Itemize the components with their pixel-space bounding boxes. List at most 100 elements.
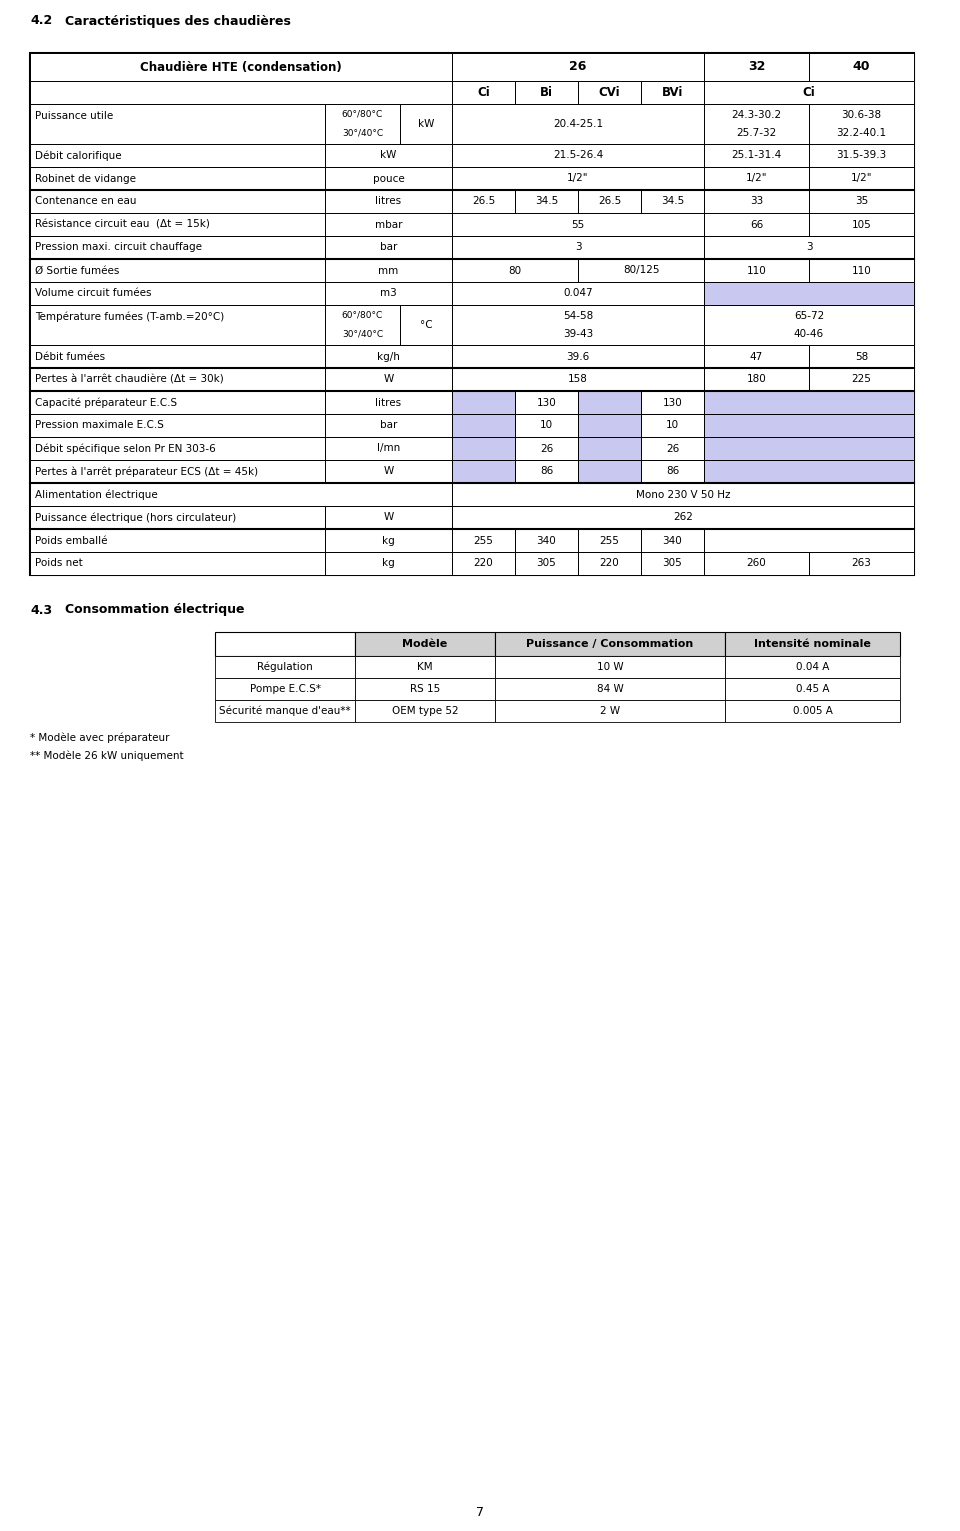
Bar	[578, 190, 641, 213]
Bar	[452, 507, 914, 530]
Bar	[452, 236, 704, 259]
Bar	[495, 678, 725, 700]
Bar	[704, 413, 914, 436]
Text: 26: 26	[666, 444, 679, 453]
Bar	[30, 344, 325, 367]
Bar	[578, 413, 641, 436]
Bar	[325, 344, 452, 367]
Bar	[325, 436, 452, 459]
Text: 65-72: 65-72	[794, 311, 824, 322]
Bar	[452, 459, 515, 482]
Bar	[641, 436, 704, 459]
Bar	[578, 459, 641, 482]
Text: kW: kW	[380, 150, 396, 161]
Bar	[215, 655, 355, 678]
Bar	[452, 144, 704, 167]
Text: 0.45 A: 0.45 A	[796, 684, 829, 694]
Text: BVi: BVi	[661, 86, 684, 100]
Text: 10: 10	[666, 421, 679, 430]
Text: 260: 260	[747, 559, 766, 568]
Text: 47: 47	[750, 352, 763, 361]
Text: litres: litres	[375, 196, 401, 207]
Text: Volume circuit fumées: Volume circuit fumées	[35, 288, 152, 299]
Bar	[704, 344, 809, 367]
Text: kW: kW	[418, 119, 434, 129]
Text: 4.2: 4.2	[30, 14, 52, 28]
Text: 80/125: 80/125	[623, 265, 660, 276]
Bar	[704, 81, 914, 104]
Text: 10: 10	[540, 421, 553, 430]
Text: Pertes à l'arrêt chaudière (Δt = 30k): Pertes à l'arrêt chaudière (Δt = 30k)	[35, 375, 224, 384]
Bar	[495, 655, 725, 678]
Text: W: W	[383, 513, 394, 522]
Text: m3: m3	[380, 288, 396, 299]
Bar	[725, 678, 900, 700]
Bar	[215, 632, 355, 655]
Bar	[704, 190, 809, 213]
Text: KM: KM	[418, 661, 433, 672]
Text: 110: 110	[852, 265, 872, 276]
Text: Poids emballé: Poids emballé	[35, 536, 108, 545]
Text: Puissance / Consommation: Puissance / Consommation	[526, 638, 694, 649]
Bar	[809, 144, 914, 167]
Bar	[641, 553, 704, 576]
Bar	[704, 553, 809, 576]
Text: 32: 32	[748, 61, 765, 73]
Bar	[704, 259, 809, 282]
Bar	[30, 390, 325, 413]
Bar	[809, 344, 914, 367]
Bar	[809, 167, 914, 190]
Bar	[355, 678, 495, 700]
Text: 26: 26	[540, 444, 553, 453]
Bar	[704, 236, 914, 259]
Bar	[30, 413, 325, 436]
Bar	[515, 436, 578, 459]
Text: pouce: pouce	[372, 173, 404, 184]
Text: 220: 220	[600, 559, 619, 568]
Bar	[30, 507, 325, 530]
Text: * Modèle avec préparateur: * Modèle avec préparateur	[30, 733, 170, 743]
Bar	[704, 144, 809, 167]
Bar	[515, 190, 578, 213]
Bar	[325, 530, 452, 553]
Text: Mono 230 V 50 Hz: Mono 230 V 50 Hz	[636, 490, 731, 499]
Text: Ci: Ci	[803, 86, 815, 100]
Text: CVi: CVi	[599, 86, 620, 100]
Bar	[452, 190, 515, 213]
Text: 30.6-38: 30.6-38	[841, 110, 881, 121]
Text: litres: litres	[375, 398, 401, 407]
Text: Ci: Ci	[477, 86, 490, 100]
Text: 39.6: 39.6	[566, 352, 589, 361]
Text: 0.047: 0.047	[564, 288, 593, 299]
Text: 305: 305	[662, 559, 683, 568]
Bar	[515, 459, 578, 482]
Bar	[578, 436, 641, 459]
Text: 110: 110	[747, 265, 766, 276]
Bar	[452, 104, 704, 144]
Text: Pertes à l'arrêt préparateur ECS (Δt = 45k): Pertes à l'arrêt préparateur ECS (Δt = 4…	[35, 467, 258, 476]
Bar	[725, 632, 900, 655]
Text: 263: 263	[852, 559, 872, 568]
Bar	[809, 104, 914, 144]
Text: 86: 86	[666, 467, 679, 476]
Bar	[495, 632, 725, 655]
Text: 54-58: 54-58	[563, 311, 593, 322]
Text: 158: 158	[568, 375, 588, 384]
Bar	[641, 413, 704, 436]
Bar	[30, 236, 325, 259]
Text: 24.3-30.2: 24.3-30.2	[732, 110, 781, 121]
Bar	[30, 54, 452, 81]
Bar	[400, 305, 452, 344]
Text: 340: 340	[662, 536, 683, 545]
Bar	[325, 305, 400, 344]
Bar	[578, 259, 704, 282]
Text: 58: 58	[854, 352, 868, 361]
Bar	[452, 367, 704, 390]
Bar	[30, 553, 325, 576]
Text: Alimentation électrique: Alimentation électrique	[35, 490, 157, 499]
Text: 34.5: 34.5	[660, 196, 684, 207]
Text: 33: 33	[750, 196, 763, 207]
Text: 1/2": 1/2"	[851, 173, 873, 184]
Bar	[809, 553, 914, 576]
Bar	[325, 507, 452, 530]
